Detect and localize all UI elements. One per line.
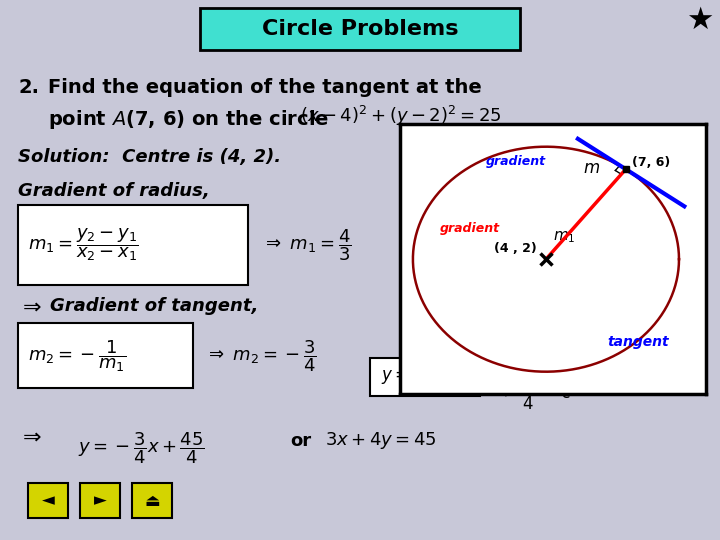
Text: (4 , 2): (4 , 2) — [494, 242, 536, 255]
FancyBboxPatch shape — [18, 323, 193, 388]
Text: or: or — [290, 432, 311, 450]
Text: (7, 6): (7, 6) — [632, 156, 670, 169]
Text: ►: ► — [94, 491, 107, 510]
Text: $3x+4y=45$: $3x+4y=45$ — [325, 430, 437, 451]
Text: $\Rightarrow\ 6=-\dfrac{3}{4}(7)+c$: $\Rightarrow\ 6=-\dfrac{3}{4}(7)+c$ — [492, 339, 636, 374]
Text: $\mathbf{\mathit{m}}$: $\mathbf{\mathit{m}}$ — [583, 159, 600, 177]
Text: Gradient of tangent,: Gradient of tangent, — [50, 297, 258, 315]
Text: gradient: gradient — [439, 222, 500, 235]
Text: Circle Problems: Circle Problems — [262, 19, 458, 39]
Text: ⏏: ⏏ — [144, 491, 160, 510]
Text: $m_2=-\dfrac{1}{m_1}$: $m_2=-\dfrac{1}{m_1}$ — [28, 338, 126, 374]
FancyBboxPatch shape — [28, 483, 68, 518]
Text: point $\mathit{A}$(7, 6) on the circle: point $\mathit{A}$(7, 6) on the circle — [48, 108, 329, 131]
Text: $\Rightarrow\ \dfrac{45}{4}=c$: $\Rightarrow\ \dfrac{45}{4}=c$ — [492, 376, 572, 411]
Text: $y=-\dfrac{3}{4}x+\dfrac{45}{4}$: $y=-\dfrac{3}{4}x+\dfrac{45}{4}$ — [78, 430, 204, 465]
Text: Solution:  Centre is (4, 2).: Solution: Centre is (4, 2). — [18, 148, 281, 166]
Text: $\Rightarrow\ m_2=-\dfrac{3}{4}$: $\Rightarrow\ m_2=-\dfrac{3}{4}$ — [205, 338, 317, 374]
FancyBboxPatch shape — [370, 358, 480, 396]
Text: gradient: gradient — [485, 154, 546, 168]
Text: $(x-4)^2+(y-2)^2=25$: $(x-4)^2+(y-2)^2=25$ — [300, 104, 501, 128]
FancyBboxPatch shape — [18, 205, 248, 285]
Text: ◄: ◄ — [42, 491, 55, 510]
FancyBboxPatch shape — [80, 483, 120, 518]
Text: $\Rightarrow$: $\Rightarrow$ — [18, 427, 42, 447]
Text: $y=mx+c$: $y=mx+c$ — [381, 368, 469, 387]
Text: tangent: tangent — [608, 335, 670, 349]
Text: Gradient of radius,: Gradient of radius, — [18, 182, 210, 200]
Text: $\Rightarrow$: $\Rightarrow$ — [18, 297, 42, 317]
Text: 2.: 2. — [18, 78, 39, 97]
Text: ★: ★ — [686, 5, 714, 35]
FancyBboxPatch shape — [132, 483, 172, 518]
Text: $\Rightarrow\ m_1=\dfrac{4}{3}$: $\Rightarrow\ m_1=\dfrac{4}{3}$ — [262, 227, 351, 263]
Text: $m_1=\dfrac{y_2-y_1}{x_2-x_1}$: $m_1=\dfrac{y_2-y_1}{x_2-x_1}$ — [28, 227, 138, 264]
Text: Find the equation of the tangent at the: Find the equation of the tangent at the — [48, 78, 482, 97]
FancyBboxPatch shape — [200, 8, 520, 50]
Text: $m_1$: $m_1$ — [553, 230, 575, 245]
